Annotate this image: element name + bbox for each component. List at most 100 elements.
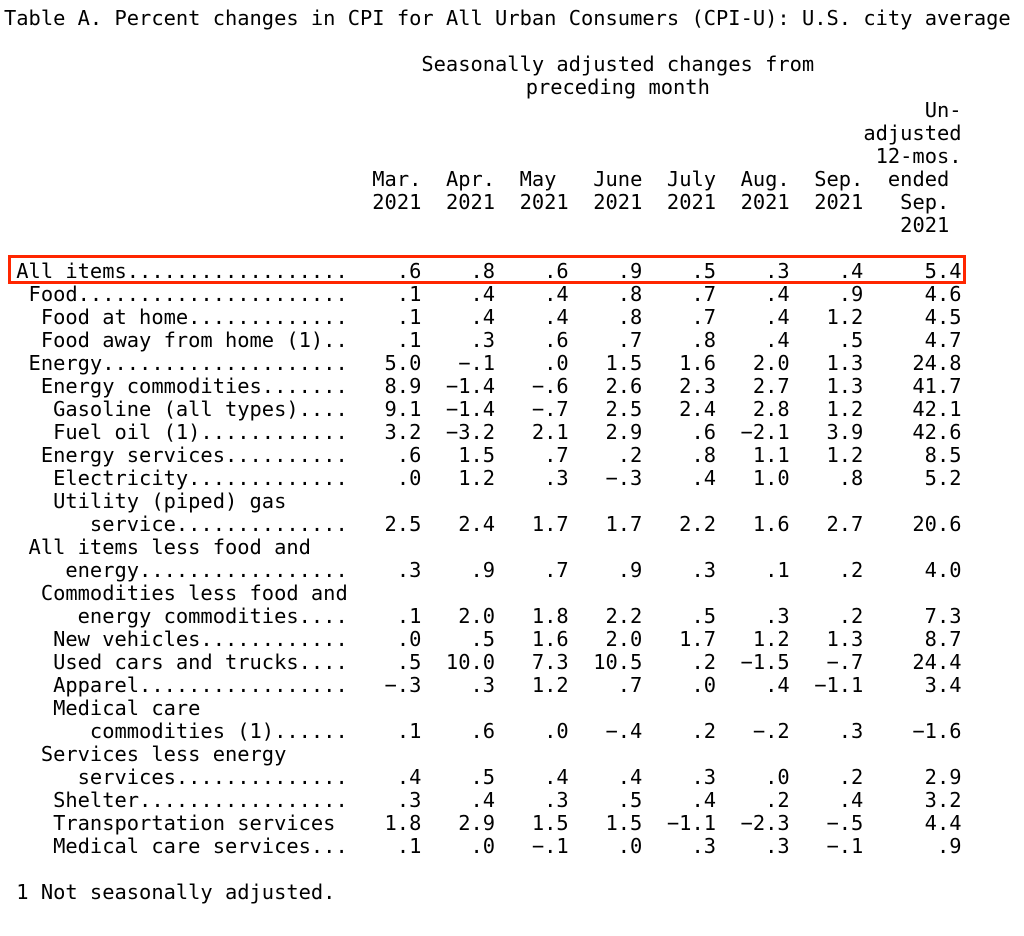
value-cell: .0	[691, 673, 716, 697]
spacer-line	[4, 858, 1024, 881]
value-cell: .1	[396, 604, 422, 628]
value-cell: .4	[470, 788, 496, 812]
value-cell: 1.5	[531, 811, 569, 835]
table-row: Energy commodities....... 8.9 −1.4 −.6 2.6 2.…	[4, 375, 962, 398]
column-header-last-year: 2021	[4, 213, 950, 237]
value-cell: 2.2	[605, 604, 643, 628]
table-row: Medical care services... .1 .0 −.1 .0 .3 .3 −.1…	[4, 835, 962, 858]
value-cell: .2	[838, 604, 864, 628]
row-label: Energy services..........	[4, 443, 348, 467]
row-label: Food......................	[4, 282, 348, 306]
value-cell: 1.2	[531, 673, 569, 697]
row-label: Energy....................	[4, 351, 348, 375]
row-label: Electricity.............	[4, 466, 348, 490]
table-row: All items less food and	[4, 536, 962, 559]
value-cell: 1.2	[826, 397, 864, 421]
value-cell: 2.7	[752, 374, 790, 398]
value-cell: .5	[838, 328, 864, 352]
value-cell: .8	[838, 466, 864, 490]
row-label: service..............	[4, 512, 348, 536]
value-cell: .1	[396, 719, 422, 743]
column-headers-years: 2021 2021 2021 2021 2021 2021 2021 Sep.	[4, 190, 950, 214]
value-cell: 1.7	[531, 512, 569, 536]
value-cell: 4.4	[924, 811, 962, 835]
value-cell: 2.1	[531, 420, 569, 444]
table-row: Shelter................. .3 .4 .3 .5 .4 .2 .4 3.…	[4, 789, 962, 812]
value-cell: −.3	[384, 673, 422, 697]
table-row: Medical care	[4, 697, 962, 720]
value-cell: 5.2	[924, 466, 962, 490]
table-row: services.............. .4 .5 .4 .4 .3 .0 .2 2.9	[4, 766, 962, 789]
table-row: Food away from home (1).. .1 .3 .6 .7 .8 .4 .5 4…	[4, 329, 962, 352]
value-cell: .6	[544, 259, 569, 283]
value-cell: .4	[617, 765, 643, 789]
value-cell: 2.5	[605, 397, 643, 421]
value-cell: 1.2	[826, 443, 864, 467]
value-cell: 8.9	[384, 374, 422, 398]
value-cell: 2.9	[924, 765, 962, 789]
last-column-header-adjusted: adjusted	[863, 121, 962, 145]
value-cell: .9	[838, 282, 864, 306]
value-cell: .0	[544, 719, 569, 743]
value-cell: 4.7	[924, 328, 962, 352]
value-cell: 2.4	[679, 397, 716, 421]
table-row: energy................. .3 .9 .7 .9 .3 .1 .2 4.0	[4, 559, 962, 582]
value-cell: .2	[691, 719, 716, 743]
value-cell: .6	[691, 420, 716, 444]
value-cell: .6	[470, 719, 496, 743]
last-column-header-un: Un-	[924, 98, 962, 122]
value-cell: −.1	[531, 834, 569, 858]
value-cell: 2.0	[605, 627, 643, 651]
value-cell: .3	[765, 604, 790, 628]
value-cell: −1.4	[445, 397, 496, 421]
value-cell: .0	[544, 351, 569, 375]
value-cell: 1.2	[826, 305, 864, 329]
value-cell: 3.2	[924, 788, 962, 812]
value-cell: 4.5	[924, 305, 962, 329]
value-cell: .5	[691, 604, 716, 628]
value-cell: .0	[765, 765, 790, 789]
row-label: All items less food and	[4, 535, 311, 559]
row-label: Services less energy	[4, 742, 287, 766]
row-label: Fuel oil (1)............	[4, 420, 348, 444]
row-label: Utility (piped) gas	[4, 489, 287, 513]
row-label: commodities (1)......	[4, 719, 348, 743]
subtitle-line-2: preceding month	[525, 75, 710, 99]
value-cell: .3	[765, 834, 790, 858]
table-row: Food...................... .1 .4 .4 .8 .7 .4 .9…	[4, 283, 962, 306]
value-cell: −1.1	[814, 673, 864, 697]
row-label: Transportation services	[4, 811, 336, 835]
row-label: energy.................	[4, 558, 348, 582]
row-label: Food at home.............	[4, 305, 348, 329]
value-cell: .5	[396, 650, 422, 674]
value-cell: 3.4	[924, 673, 962, 697]
value-cell: .4	[544, 765, 569, 789]
value-cell: .0	[396, 466, 422, 490]
table-row: commodities (1)...... .1 .6 .0 −.4 .2 −.2 .3 −1.…	[4, 720, 962, 743]
table-row: Transportation services 1.8 2.9 1.5 1.5 −1.1−…	[4, 812, 962, 835]
value-cell: .4	[544, 282, 569, 306]
value-cell: 1.5	[605, 351, 643, 375]
value-cell: 1.0	[752, 466, 790, 490]
value-cell: 1.5	[605, 811, 643, 835]
table-body: All items.................. .6.8.6.9.5.3.…	[4, 255, 1024, 858]
value-cell: .0	[617, 834, 643, 858]
value-cell: .4	[765, 328, 790, 352]
table-row: Food at home............. .1 .4 .4 .8 .7 .4 1.2…	[4, 306, 962, 329]
table-row: Commodities less food and	[4, 582, 962, 605]
value-cell: .3	[691, 558, 716, 582]
value-cell: .8	[617, 305, 643, 329]
value-cell: .3	[396, 558, 422, 582]
value-cell: .1	[396, 305, 422, 329]
value-cell: 24.4	[912, 650, 962, 674]
row-label: Used cars and trucks....	[4, 650, 348, 674]
value-cell: 2.8	[752, 397, 790, 421]
value-cell: −.3	[605, 466, 643, 490]
value-cell: .4	[470, 282, 496, 306]
value-cell: 3.2	[384, 420, 422, 444]
value-cell: .5	[691, 259, 716, 283]
value-cell: 8.7	[924, 627, 962, 651]
value-cell: .9	[617, 558, 643, 582]
value-cell: 10.5	[593, 650, 643, 674]
